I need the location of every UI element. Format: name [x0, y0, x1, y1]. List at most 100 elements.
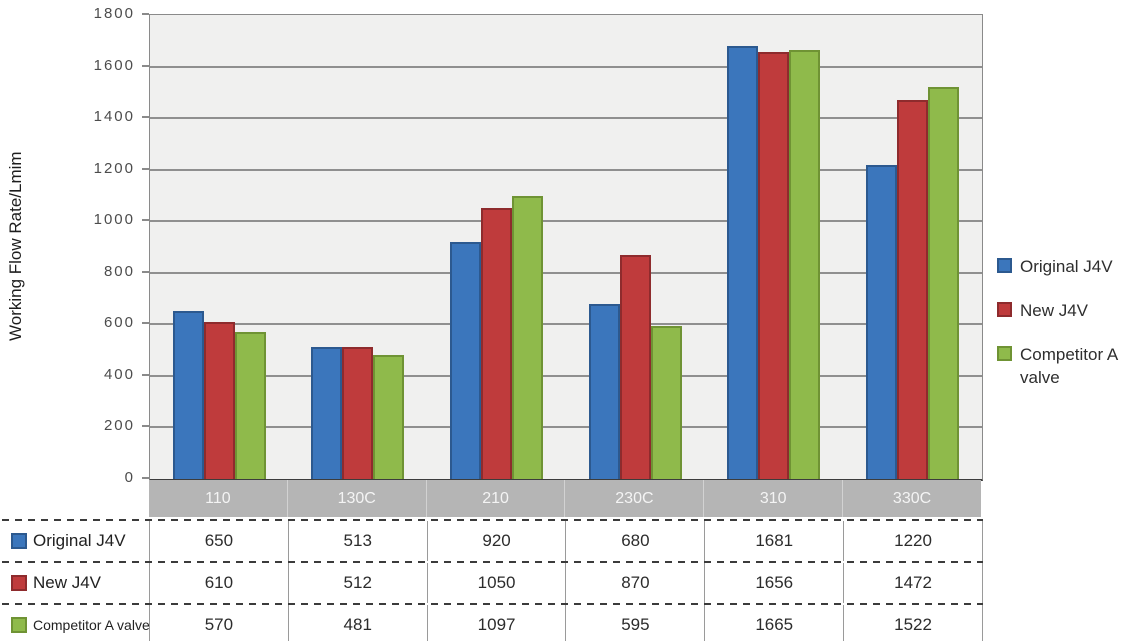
table-row-swatch-icon — [11, 617, 27, 633]
table-row-separator — [2, 519, 983, 521]
table-cell-new-j4v-230C: 870 — [565, 563, 704, 603]
x-category-label-310: 310 — [704, 480, 844, 517]
table-cell-new-j4v-330C: 1472 — [843, 563, 983, 603]
bar-group-230C — [566, 15, 705, 479]
table-row-label: Original J4V — [2, 521, 149, 561]
legend-item-competitor-a-valve: Competitor A valve — [997, 344, 1119, 390]
y-tick-mark — [142, 270, 149, 273]
y-tick-label-400: 400 — [103, 365, 135, 383]
x-axis-category-band: 110 130C 210 230C 310 330C — [149, 480, 981, 517]
bar-new-j4v-130C — [342, 347, 374, 479]
plot-area — [149, 14, 983, 481]
y-tick-label-800: 800 — [103, 262, 135, 280]
y-tick-mark — [142, 322, 149, 325]
table-row-new-j4v: New J4V 610 512 1050 870 1656 1472 — [2, 563, 983, 603]
bar-competitor-a-valve-310 — [789, 49, 821, 479]
table-cell-new-j4v-310: 1656 — [704, 563, 843, 603]
x-category-label-130C: 130C — [288, 480, 427, 517]
x-category-label-330C: 330C — [892, 489, 932, 507]
y-tick-mark — [142, 116, 149, 119]
table-cell-new-j4v-130C: 512 — [287, 563, 427, 603]
table-cell-competitor-a-valve-130C: 481 — [287, 605, 427, 641]
table-cell-new-j4v-110: 610 — [149, 563, 288, 603]
legend-swatch-icon — [997, 301, 1012, 317]
bar-group-130C — [289, 15, 428, 479]
legend-item-new-j4v: New J4V — [997, 300, 1119, 323]
table-cell-original-j4v-210: 920 — [426, 521, 566, 561]
table-row-original-j4v: Original J4V 650 513 920 680 1681 1220 — [2, 521, 983, 561]
bar-original-j4v-110 — [172, 311, 204, 479]
y-tick-label-200: 200 — [103, 417, 135, 435]
y-tick-label-0: 0 — [124, 469, 135, 486]
table-cell-original-j4v-110: 650 — [149, 521, 288, 561]
table-row-label-text: Competitor A valve — [33, 617, 149, 633]
x-category-label-210: 210 — [427, 480, 566, 517]
bar-new-j4v-310 — [758, 52, 790, 479]
bar-competitor-a-valve-230C — [650, 325, 682, 479]
bar-original-j4v-330C — [866, 164, 898, 479]
bar-competitor-a-valve-130C — [373, 355, 405, 479]
table-cell-competitor-a-valve-310: 1665 — [704, 605, 843, 641]
bar-group-210 — [427, 15, 566, 479]
table-cell-original-j4v-330C: 1220 — [843, 521, 983, 561]
legend-label: Original J4V — [1020, 257, 1113, 276]
y-tick-mark — [142, 477, 149, 479]
bar-new-j4v-330C — [897, 99, 929, 479]
bar-group-310 — [705, 15, 844, 479]
grid-line-200 — [150, 426, 982, 429]
bar-original-j4v-210 — [450, 241, 482, 479]
chart-legend: Original J4V New J4V Competitor A valve — [997, 256, 1119, 390]
bar-new-j4v-110 — [203, 321, 235, 479]
x-category-label-110: 110 — [149, 480, 288, 517]
grid-line-1600 — [150, 65, 982, 68]
legend-swatch-icon — [997, 345, 1012, 361]
bar-competitor-a-valve-330C — [928, 86, 960, 479]
table-row-competitor-a-valve: Competitor A valve 570 481 1097 595 1665 1522 — [2, 605, 983, 641]
y-tick-label-600: 600 — [103, 314, 135, 332]
table-row-label-text: New J4V — [33, 573, 102, 592]
y-tick-mark — [142, 64, 149, 67]
y-tick-mark — [142, 425, 149, 428]
table-row-separator — [2, 561, 983, 563]
bar-original-j4v-130C — [311, 346, 343, 479]
grid-line-1200 — [150, 168, 982, 171]
table-cell-competitor-a-valve-110: 570 — [149, 605, 288, 641]
y-tick-mark — [142, 13, 149, 15]
table-row-swatch-icon — [11, 533, 27, 549]
table-row-label: Competitor A valve — [2, 605, 149, 641]
table-cell-new-j4v-210: 1050 — [426, 563, 566, 603]
bar-new-j4v-230C — [619, 254, 651, 479]
bar-competitor-a-valve-110 — [234, 332, 266, 479]
table-row-label: New J4V — [2, 563, 149, 603]
grid-line-400 — [150, 374, 982, 377]
table-row-separator — [2, 603, 983, 605]
table-row-swatch-icon — [11, 575, 27, 591]
x-category-label-230C: 230C — [565, 480, 705, 517]
bar-new-j4v-210 — [481, 208, 513, 479]
y-tick-label-1200: 1200 — [93, 159, 135, 177]
bar-group-110 — [150, 15, 289, 479]
table-cell-original-j4v-230C: 680 — [565, 521, 704, 561]
y-axis-label: Working Flow Rate/Lmim — [6, 151, 25, 341]
bar-original-j4v-230C — [588, 303, 620, 479]
y-tick-label-1400: 1400 — [93, 108, 135, 126]
y-tick-mark — [142, 219, 149, 222]
legend-label: Competitor A valve — [1020, 344, 1118, 387]
table-cell-competitor-a-valve-230C: 595 — [565, 605, 704, 641]
y-tick-label-1800: 1800 — [93, 5, 135, 22]
legend-label: New J4V — [1020, 300, 1089, 320]
grid-line-1400 — [150, 117, 982, 120]
y-tick-label-1600: 1600 — [93, 56, 135, 74]
table-cell-original-j4v-130C: 513 — [287, 521, 427, 561]
table-row-label-text: Original J4V — [33, 531, 126, 550]
y-tick-mark — [142, 167, 149, 170]
table-cell-competitor-a-valve-330C: 1522 — [843, 605, 983, 641]
bar-original-j4v-310 — [727, 45, 759, 479]
bar-competitor-a-valve-210 — [512, 196, 544, 479]
table-cell-competitor-a-valve-210: 1097 — [426, 605, 566, 641]
data-table: Original J4V 650 513 920 680 1681 1220 New J4V 6… — [2, 519, 983, 641]
y-tick-label-1000: 1000 — [93, 211, 135, 229]
bar-group-330C — [843, 15, 982, 479]
grid-line-600 — [150, 323, 982, 326]
